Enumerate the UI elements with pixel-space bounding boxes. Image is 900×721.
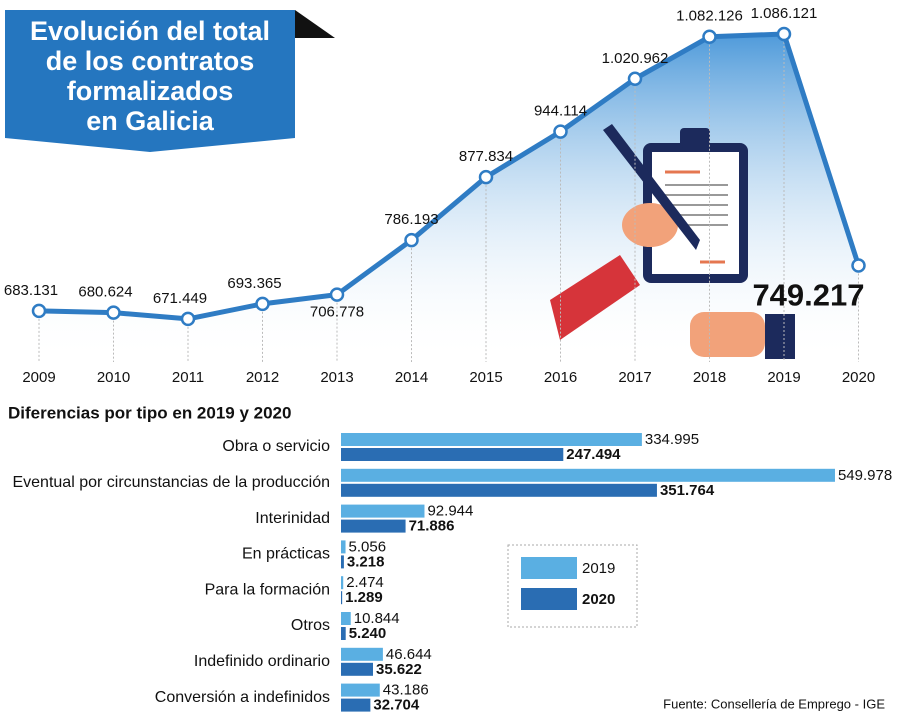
legend-swatch — [521, 557, 577, 579]
legend-swatch — [521, 588, 577, 610]
bar — [341, 647, 383, 661]
y-tick-label: Eventual por circunstancias de la produc… — [12, 474, 330, 491]
point — [404, 232, 419, 248]
x-tick-label: 2018 — [693, 369, 726, 386]
value-label: 786.193 — [384, 211, 438, 228]
y-tick-label: Interinidad — [255, 510, 330, 527]
bar — [341, 468, 835, 482]
bar — [341, 555, 344, 569]
bar — [341, 627, 346, 640]
x-tick-label: 2011 — [172, 369, 204, 386]
point — [31, 303, 47, 319]
x-tick-label: 2013 — [320, 369, 353, 386]
point — [478, 169, 494, 185]
value-label: 1.086.121 — [751, 5, 818, 22]
x-tick-label: 2014 — [395, 369, 428, 386]
bar — [341, 433, 642, 446]
value-label: 1.082.126 — [676, 8, 743, 25]
title-line: formalizados — [67, 76, 234, 106]
value-label: 680.624 — [78, 284, 132, 301]
chart-title: Diferencias por tipo en 2019 y 2020 — [8, 403, 291, 422]
point — [702, 29, 717, 45]
value-label: 10.844 — [354, 610, 400, 627]
y-tick-label: Obra o servicio — [222, 438, 330, 455]
title-line: Evolución del total — [30, 16, 270, 46]
value-label: 5.056 — [349, 538, 387, 555]
value-label: 1.020.962 — [602, 50, 669, 67]
x-tick-label: 2010 — [97, 369, 130, 386]
y-tick-label: Conversión a indefinidos — [155, 689, 330, 706]
bar — [341, 448, 564, 461]
bar — [341, 540, 346, 554]
y-tick-label: Indefinido ordinario — [194, 653, 330, 670]
bar — [341, 683, 380, 697]
legend-label: 2020 — [582, 591, 615, 608]
title-line: de los contratos — [46, 46, 255, 76]
legend-box — [507, 544, 638, 628]
source: Fuente: Consellería de Emprego - IGE — [663, 696, 885, 711]
y-tick-label: Para la formación — [205, 581, 330, 598]
bar — [341, 698, 371, 712]
x-tick-label: 2020 — [842, 369, 875, 386]
value-label: 671.449 — [153, 290, 207, 307]
value-label: 351.764 — [660, 482, 715, 499]
bar — [341, 662, 373, 676]
value-label: 43.186 — [383, 682, 429, 699]
x-tick-label: 2012 — [246, 369, 279, 386]
point — [553, 124, 568, 139]
line — [38, 31, 861, 322]
value-label: 683.131 — [4, 282, 58, 299]
y-tick-label: En prácticas — [242, 546, 330, 563]
point — [255, 296, 270, 312]
title-box — [5, 10, 335, 152]
value-label: 944.114 — [534, 103, 587, 120]
value-label: 247.494 — [566, 446, 621, 463]
value-label: 1.289 — [345, 589, 383, 606]
bar — [341, 519, 406, 533]
value-label: 5.240 — [349, 625, 387, 642]
y-tick-label: Otros — [291, 617, 330, 634]
x-tick-label: 2017 — [618, 369, 651, 386]
value-label: 334.995 — [645, 431, 699, 448]
value-label: 706.778 — [310, 304, 364, 321]
x-tick-label: 2019 — [767, 369, 800, 386]
x-tick-label: 2015 — [469, 369, 502, 386]
point — [851, 258, 866, 273]
value-label: 877.834 — [459, 148, 513, 165]
illustration — [550, 124, 795, 359]
point — [329, 287, 345, 302]
value-label: 46.644 — [386, 646, 432, 663]
x-tick-label: 2009 — [22, 369, 55, 386]
title-line: en Galicia — [86, 106, 215, 136]
value-label: 549.978 — [838, 467, 892, 484]
value-label: 693.365 — [227, 275, 281, 292]
value-label: 92.944 — [427, 503, 473, 520]
value-label: 32.704 — [373, 697, 420, 714]
bar — [341, 591, 343, 605]
point — [627, 71, 643, 87]
bar — [341, 504, 425, 518]
value-label: 3.218 — [347, 553, 385, 570]
point — [180, 311, 196, 327]
legend-label: 2019 — [582, 560, 615, 577]
bar — [341, 483, 657, 497]
bar — [341, 612, 351, 625]
value-label: 2.474 — [346, 574, 384, 591]
bar — [341, 576, 344, 590]
value-label: 71.886 — [409, 518, 455, 535]
x-tick-label: 2016 — [544, 369, 577, 386]
point — [776, 26, 792, 42]
value-label: 749.217 — [752, 278, 864, 313]
value-label: 35.622 — [376, 661, 422, 678]
point — [106, 305, 121, 320]
